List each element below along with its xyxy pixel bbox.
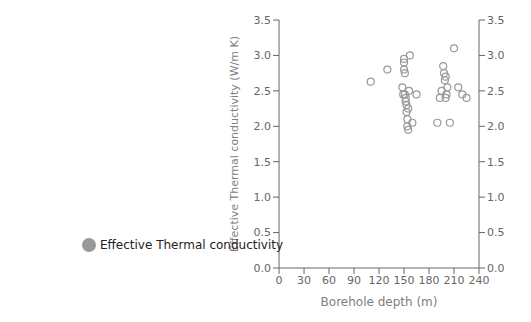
svg-text:90: 90 [347,274,361,287]
svg-text:240: 240 [469,274,490,287]
svg-text:1.5: 1.5 [487,156,505,169]
svg-text:150: 150 [394,274,415,287]
svg-text:2.5: 2.5 [254,85,272,98]
svg-text:60: 60 [322,274,336,287]
svg-text:2.0: 2.0 [487,120,505,133]
svg-text:0.5: 0.5 [254,226,272,239]
svg-text:0: 0 [276,274,283,287]
svg-text:Effective Thermal conductivity: Effective Thermal conductivity (W/m K) [228,36,241,252]
svg-text:3.0: 3.0 [487,49,505,62]
svg-text:0.0: 0.0 [487,262,505,275]
svg-text:30: 30 [297,274,311,287]
svg-text:2.5: 2.5 [487,85,505,98]
svg-text:120: 120 [369,274,390,287]
svg-text:3.5: 3.5 [254,14,272,27]
svg-text:3.5: 3.5 [487,14,505,27]
svg-text:1.0: 1.0 [254,191,272,204]
svg-text:210: 210 [444,274,465,287]
svg-text:0.5: 0.5 [487,226,505,239]
svg-text:1.0: 1.0 [487,191,505,204]
svg-text:3.0: 3.0 [254,49,272,62]
svg-text:Borehole depth (m): Borehole depth (m) [321,295,438,309]
svg-text:180: 180 [419,274,440,287]
svg-text:1.5: 1.5 [254,156,272,169]
html-text:Effective Thermal conductivity: Effective Thermal conductivity [100,238,283,252]
svg-text:0.0: 0.0 [254,262,272,275]
svg-text:2.0: 2.0 [254,120,272,133]
